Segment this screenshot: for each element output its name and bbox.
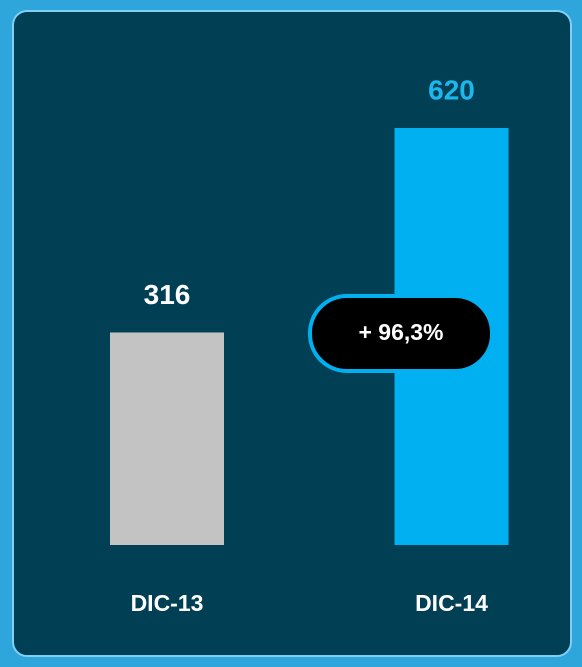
category-label: DIC-13	[131, 590, 204, 616]
annotation-pill	[308, 294, 494, 373]
category-label: DIC-14	[415, 590, 488, 616]
bar	[110, 332, 224, 545]
value-label: 620	[428, 74, 475, 105]
annotation: + 96,3%	[358, 319, 443, 345]
value-label: 316	[144, 279, 191, 310]
